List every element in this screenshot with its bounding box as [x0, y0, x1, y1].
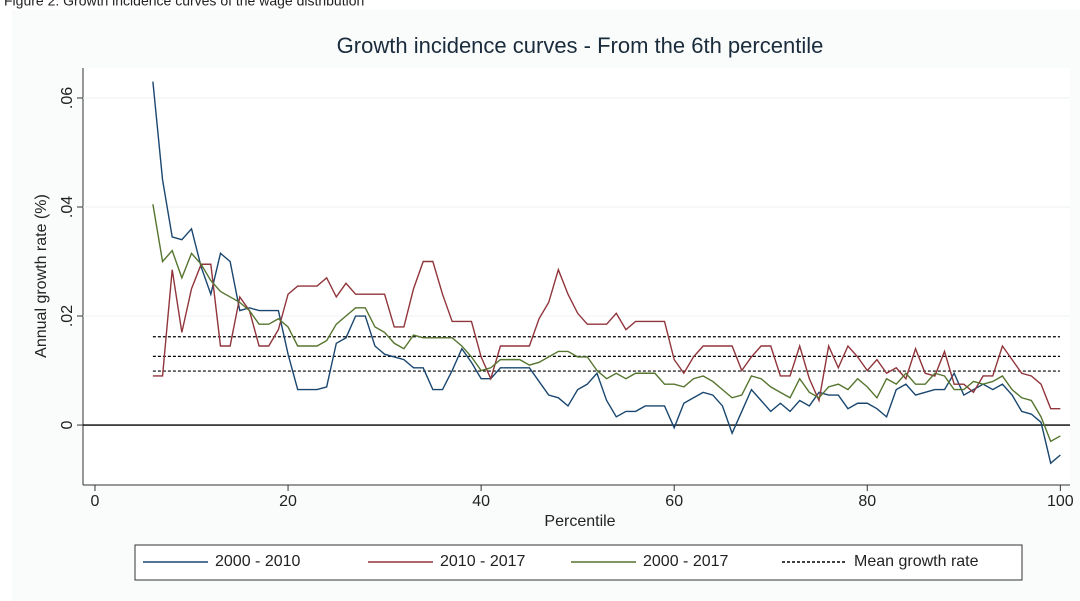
x-tick-label: 80: [858, 493, 876, 510]
y-tick-label: .02: [59, 305, 76, 327]
y-tick-label: .06: [59, 87, 76, 109]
x-tick-label: 0: [91, 493, 100, 510]
legend-label: Mean growth rate: [854, 553, 979, 570]
x-tick-label: 40: [472, 493, 490, 510]
plot-area: [83, 68, 1070, 485]
x-tick-label: 20: [279, 493, 297, 510]
series-line: [152, 81, 1061, 465]
x-axis-label: Percentile: [544, 513, 615, 530]
y-axis-label: Annual growth rate (%): [33, 194, 50, 358]
legend-label: 2010 - 2017: [440, 553, 526, 570]
figure-caption: Figure 2: Growth incidence curves of the…: [4, 0, 364, 9]
legend-label: 2000 - 2010: [215, 553, 301, 570]
legend-label: 2000 - 2017: [643, 553, 729, 570]
x-tick-label: 100: [1047, 493, 1074, 510]
chart-title: Growth incidence curves - From the 6th p…: [337, 33, 824, 58]
series-line: [152, 260, 1061, 410]
series-line: [152, 204, 1061, 443]
y-tick-label: .04: [59, 196, 76, 218]
y-tick-label: 0: [59, 420, 76, 429]
x-tick-label: 60: [665, 493, 683, 510]
